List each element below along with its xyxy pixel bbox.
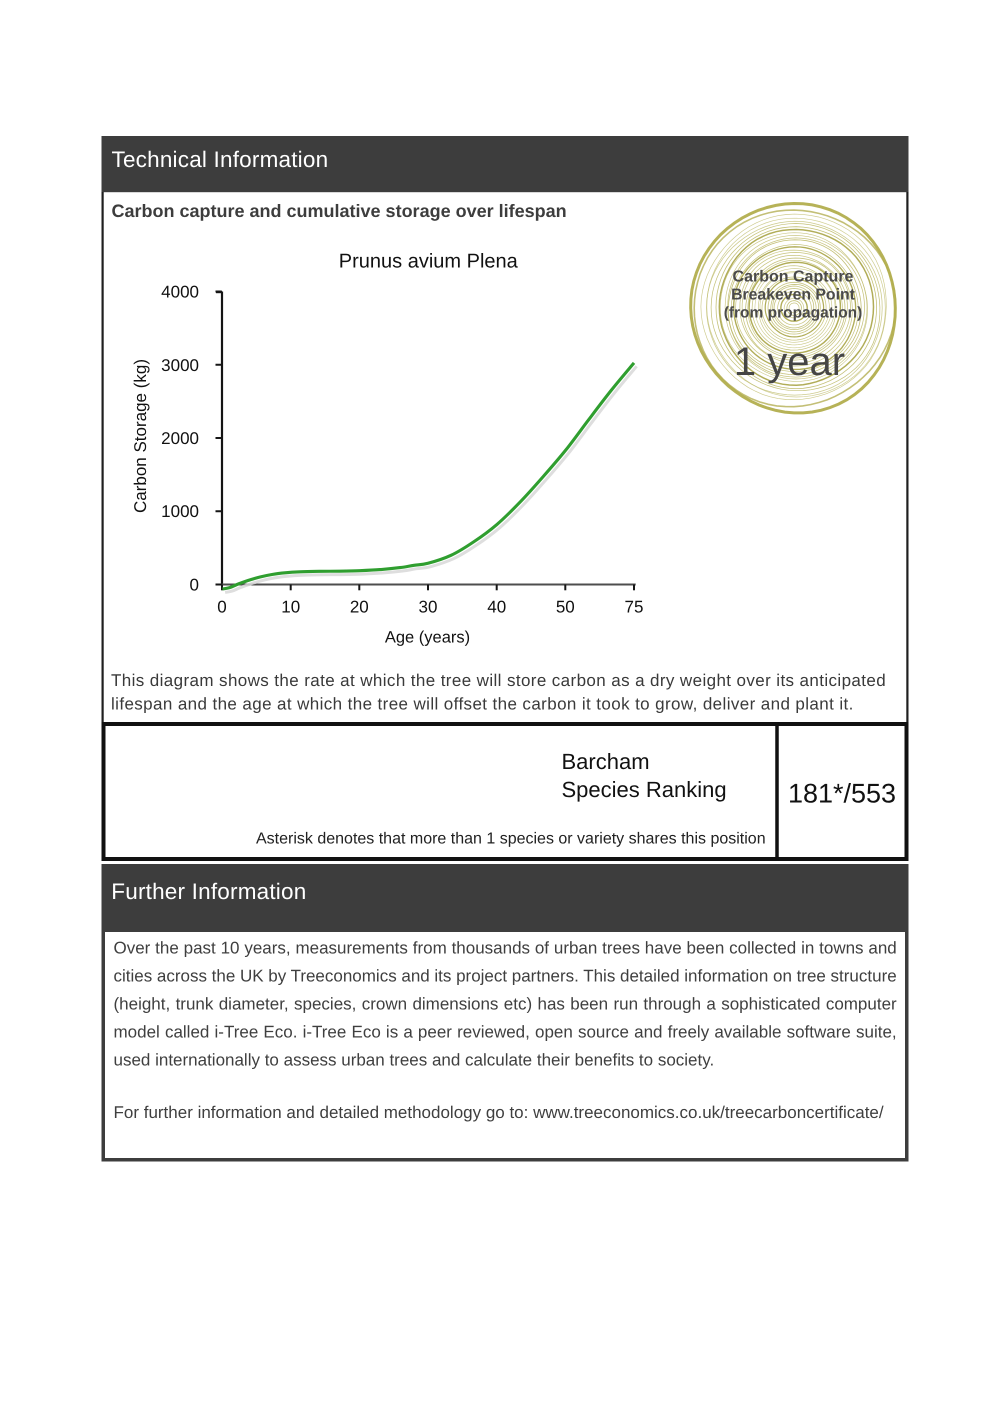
svg-text:Carbon Capture: Carbon Capture: [733, 269, 854, 286]
svg-text:Age (years): Age (years): [385, 629, 470, 647]
svg-text:(from propagation): (from propagation): [724, 305, 863, 322]
svg-text:50: 50: [556, 598, 575, 617]
svg-text:10: 10: [281, 598, 300, 617]
svg-text:For further information and de: For further information and detailed met…: [114, 1103, 884, 1122]
svg-text:4000: 4000: [161, 283, 199, 302]
svg-text:Barcham: Barcham: [562, 749, 650, 774]
svg-text:Over the past 10 years, measur: Over the past 10 years, measurements fro…: [114, 939, 897, 958]
svg-text:2000: 2000: [161, 429, 199, 448]
svg-text:This diagram shows the rate at: This diagram shows the rate at which the…: [111, 671, 886, 690]
svg-text:20: 20: [350, 598, 369, 617]
svg-text:40: 40: [487, 598, 506, 617]
svg-text:Species Ranking: Species Ranking: [562, 777, 727, 802]
svg-text:3000: 3000: [161, 356, 199, 375]
svg-text:30: 30: [419, 598, 438, 617]
svg-text:Asterisk denotes that more tha: Asterisk denotes that more than 1 specie…: [256, 831, 766, 848]
svg-text:1 year: 1 year: [734, 340, 845, 384]
svg-text:Carbon Storage (kg): Carbon Storage (kg): [131, 359, 150, 513]
svg-text:1000: 1000: [161, 502, 199, 521]
svg-text:0: 0: [190, 576, 199, 595]
svg-text:Carbon capture and cumulative: Carbon capture and cumulative storage ov…: [112, 201, 567, 221]
svg-text:Technical Information: Technical Information: [112, 147, 329, 172]
svg-text:lifespan and the age at which: lifespan and the age at which the tree w…: [111, 695, 854, 714]
svg-text:Further Information: Further Information: [111, 879, 306, 904]
svg-text:Prunus avium Plena: Prunus avium Plena: [339, 251, 519, 273]
svg-text:(height, trunk diameter, speci: (height, trunk diameter, species, crown …: [114, 995, 898, 1014]
svg-text:181*/553: 181*/553: [788, 779, 896, 809]
svg-text:model called i-Tree Eco. i-Tre: model called i-Tree Eco. i-Tree Eco is a…: [114, 1023, 897, 1042]
svg-text:used internationally to assess: used internationally to assess urban tre…: [114, 1051, 715, 1070]
svg-text:75: 75: [625, 598, 644, 617]
svg-text:cities across the UK by Treeco: cities across the UK by Treeconomics and…: [114, 967, 897, 986]
svg-text:Breakeven Point: Breakeven Point: [731, 287, 856, 304]
svg-text:0: 0: [217, 598, 226, 617]
